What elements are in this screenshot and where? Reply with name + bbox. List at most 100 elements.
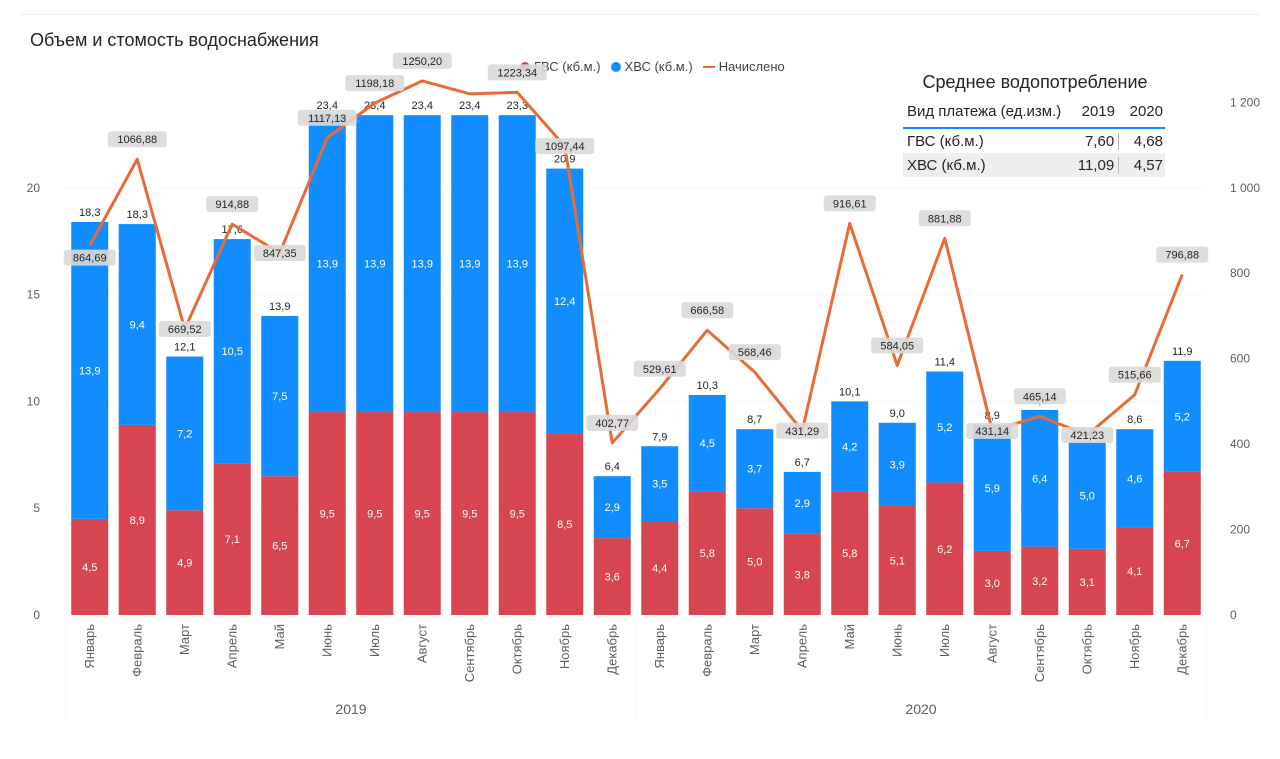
data-label-hvs: 13,9 [317,259,338,271]
bar-hvs [688,394,726,492]
header-cell-2019[interactable]: 2019 [1081,103,1115,120]
bar-gvs [498,412,536,615]
data-label-charged: 402,77 [595,418,629,430]
line-label-box [918,210,971,227]
data-label-charged: 881,88 [928,213,962,225]
data-label-gvs: 8,9 [130,515,145,527]
line-label-box [345,75,405,92]
data-label-gvs: 9,5 [320,509,335,521]
bar-hvs [546,168,584,434]
x-tick-label: Январь [82,624,97,669]
data-label-total: 6,4 [605,461,620,473]
x-tick-label: Апрель [794,624,809,668]
data-label-gvs: 5,1 [890,556,905,568]
data-label-hvs: 7,5 [272,391,287,403]
legend-item-hvs[interactable]: ХВС (кб.м.) [610,59,693,74]
data-label-hvs: 6,4 [1032,473,1047,485]
bar-hvs [166,356,204,511]
data-label-hvs: 12,4 [554,296,575,308]
y-right-tick-label: 1 200 [1230,95,1260,109]
line-label-box [297,109,357,126]
data-label-charged: 914,88 [215,199,249,211]
y-left-tick-label: 15 [27,288,41,302]
y-right-tick-label: 800 [1230,266,1250,280]
data-label-gvs: 9,5 [415,509,430,521]
line-label-box [487,64,547,81]
x-tick-label: Февраль [129,624,144,677]
x-tick-label: Август [414,624,429,663]
data-label-gvs: 5,8 [842,548,857,560]
data-label-total: 23,4 [412,100,433,112]
x-tick-label: Июль [937,624,952,657]
line-label-box [871,337,924,354]
header-cell-type[interactable]: Вид платежа (ед.изм.) [907,103,1062,120]
data-label-gvs: 9,5 [367,509,382,521]
bar-hvs [403,115,441,413]
data-label-gvs: 5,8 [700,548,715,560]
bar-hvs [261,315,299,477]
legend-swatch-hvs [610,61,621,72]
line-label-box [206,196,259,213]
data-label-gvs: 5,0 [747,557,762,569]
bar-hvs [736,429,774,509]
x-tick-label: Октябрь [509,624,524,675]
header-cell-2020[interactable]: 2020 [1129,103,1163,120]
data-label-hvs: 9,4 [130,320,145,332]
data-label-hvs: 2,9 [795,498,810,510]
data-label-gvs: 8,5 [557,519,572,531]
x-tick-label: Февраль [699,624,714,677]
data-label-hvs: 4,5 [700,438,715,450]
bar-hvs [1163,360,1201,472]
x-tick-label: Июнь [319,624,334,657]
line-label-box [1013,388,1066,405]
data-label-hvs: 3,5 [652,479,667,491]
line-label-box [633,360,686,377]
data-label-hvs: 13,9 [459,259,480,271]
bar-hvs [1068,441,1106,549]
data-label-total: 6,7 [795,457,810,469]
x-tick-label: Декабрь [1174,624,1189,675]
data-label-charged: 568,46 [738,347,772,359]
data-label-total: 13,9 [269,301,290,313]
summary-table-header: Вид платежа (ед.изм.) 2019 2020 [903,103,1165,129]
bar-gvs [736,508,774,615]
bar-gvs [831,491,869,615]
line-label-box [535,138,595,155]
y-left-tick-label: 10 [27,394,41,408]
bar-gvs [973,550,1011,615]
data-label-gvs: 3,1 [1080,577,1095,589]
data-label-hvs: 4,6 [1127,473,1142,485]
data-label-charged: 847,35 [263,248,297,260]
data-label-gvs: 4,4 [652,563,667,575]
data-label-total: 11,9 [1172,346,1193,358]
bar-hvs [926,371,964,483]
data-label-charged: 1223,34 [497,67,537,79]
line-label-box [392,52,452,69]
data-label-total: 10,3 [697,380,718,392]
bar-hvs [1021,409,1059,547]
legend-label-hvs: ХВС (кб.м.) [624,59,693,74]
legend-item-charged[interactable]: Начислено [702,59,785,74]
data-label-charged: 796,88 [1165,250,1199,262]
data-label-gvs: 4,1 [1127,566,1142,578]
data-label-total: 8,6 [1127,414,1142,426]
data-label-hvs: 13,9 [364,259,385,271]
line-label-box [253,245,306,262]
bar-gvs [356,412,394,615]
bar-hvs [118,224,156,425]
legend-swatch-charged [702,65,715,68]
data-label-charged: 1066,88 [117,134,157,146]
bar-gvs [213,463,251,615]
data-label-gvs: 7,1 [225,534,240,546]
data-label-total: 10,1 [839,386,860,398]
data-label-total: 18,3 [127,209,148,221]
data-label-gvs: 6,5 [272,541,287,553]
data-label-gvs: 3,6 [605,572,620,584]
data-label-total: 12,1 [174,342,195,354]
data-label-charged: 1117,13 [308,113,346,125]
bar-gvs [1068,548,1106,615]
data-label-charged: 421,23 [1070,430,1104,442]
data-label-total: 18,3 [79,207,100,219]
bar-gvs [166,510,204,615]
data-label-total: 23,3 [507,100,528,112]
